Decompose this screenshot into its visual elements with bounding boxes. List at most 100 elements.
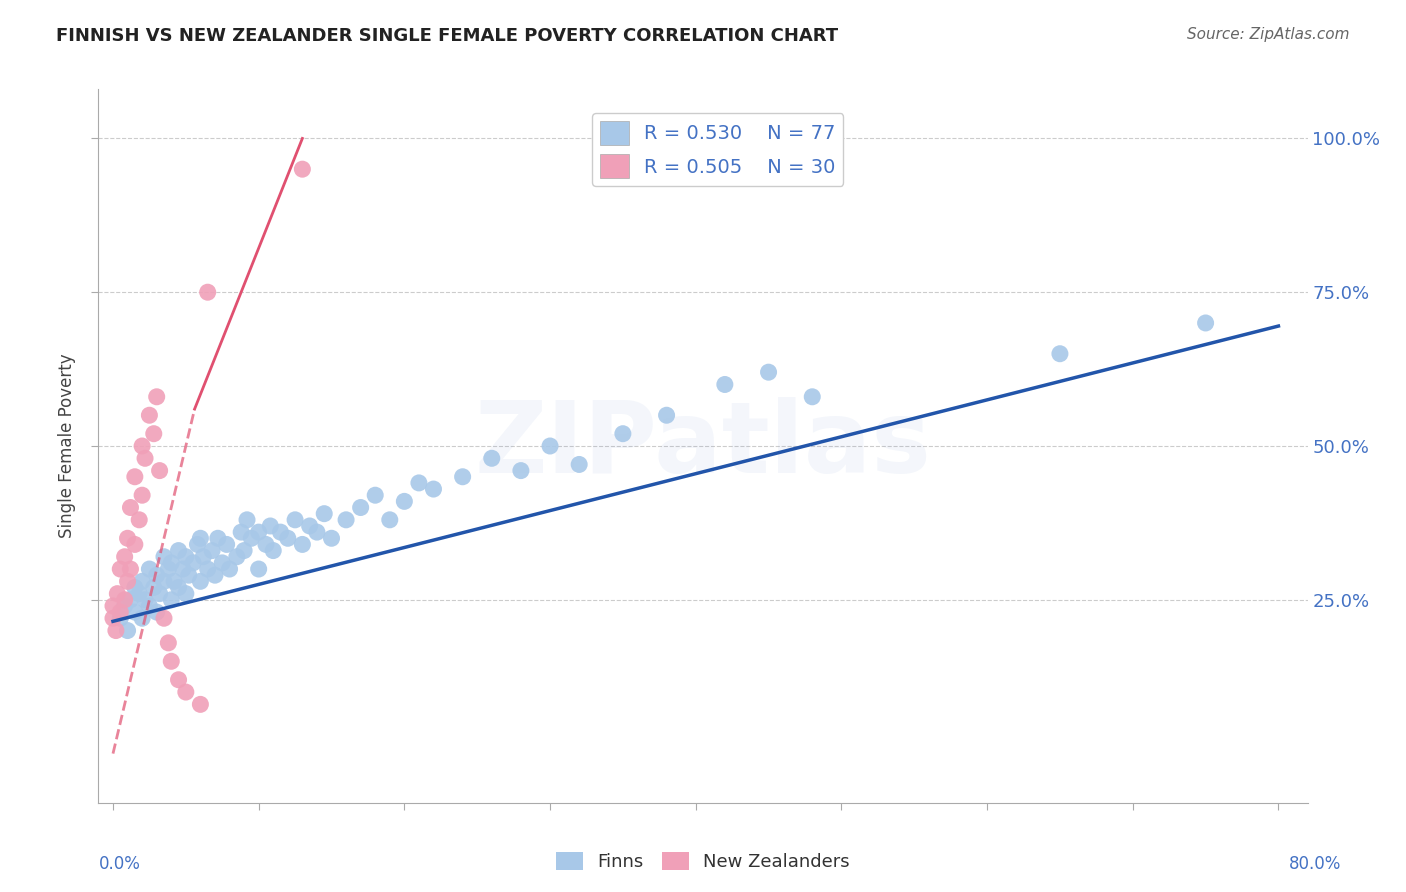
Point: [277, 531, 299, 545]
Point: [104, 624, 127, 638]
Point: [394, 494, 416, 508]
Point: [149, 464, 172, 478]
Point: [142, 426, 165, 441]
Point: [247, 562, 270, 576]
Point: [509, 464, 531, 478]
Point: [350, 500, 373, 515]
Point: [1049, 347, 1071, 361]
Point: [131, 439, 153, 453]
Text: Source: ZipAtlas.com: Source: ZipAtlas.com: [1187, 27, 1350, 42]
Point: [262, 543, 284, 558]
Point: [167, 673, 190, 687]
Point: [197, 562, 219, 576]
Point: [270, 525, 292, 540]
Point: [314, 507, 336, 521]
Point: [568, 458, 591, 472]
Point: [481, 451, 503, 466]
Point: [128, 513, 150, 527]
Point: [218, 562, 240, 576]
Point: [236, 513, 259, 527]
Point: [284, 513, 307, 527]
Point: [291, 162, 314, 177]
Point: [120, 500, 142, 515]
Point: [110, 562, 132, 576]
Point: [138, 599, 160, 613]
Point: [612, 426, 634, 441]
Point: [145, 390, 167, 404]
Point: [153, 611, 176, 625]
Point: [190, 574, 212, 589]
Point: [110, 611, 132, 625]
Point: [131, 611, 153, 625]
Point: [114, 549, 136, 564]
Point: [204, 568, 226, 582]
Point: [758, 365, 780, 379]
Point: [149, 587, 172, 601]
Point: [291, 537, 314, 551]
Point: [231, 525, 253, 540]
Point: [131, 488, 153, 502]
Point: [233, 543, 256, 558]
Point: [174, 587, 197, 601]
Legend: R = 0.530    N = 77, R = 0.505    N = 30: R = 0.530 N = 77, R = 0.505 N = 30: [592, 113, 844, 186]
Point: [186, 537, 208, 551]
Point: [160, 592, 183, 607]
Point: [207, 531, 229, 545]
Point: [422, 482, 444, 496]
Point: [110, 605, 132, 619]
Point: [157, 562, 180, 576]
Point: [190, 531, 212, 545]
Point: [124, 469, 146, 483]
Point: [117, 531, 139, 545]
Point: [124, 605, 146, 619]
Point: [181, 556, 204, 570]
Point: [225, 549, 247, 564]
Point: [167, 581, 190, 595]
Point: [160, 556, 183, 570]
Point: [124, 581, 146, 595]
Point: [240, 531, 263, 545]
Point: [117, 574, 139, 589]
Point: [105, 587, 128, 601]
Point: [451, 469, 474, 483]
Point: [174, 549, 197, 564]
Point: [211, 556, 233, 570]
Text: FINNISH VS NEW ZEALANDER SINGLE FEMALE POVERTY CORRELATION CHART: FINNISH VS NEW ZEALANDER SINGLE FEMALE P…: [56, 27, 838, 45]
Point: [101, 611, 124, 625]
Point: [145, 605, 167, 619]
Text: ZIPatlas: ZIPatlas: [475, 398, 931, 494]
Point: [259, 519, 281, 533]
Point: [160, 654, 183, 668]
Point: [177, 568, 200, 582]
Point: [201, 543, 224, 558]
Point: [801, 390, 824, 404]
Point: [172, 562, 194, 576]
Legend: Finns, New Zealanders: Finns, New Zealanders: [548, 845, 858, 879]
Point: [120, 562, 142, 576]
Point: [215, 537, 238, 551]
Point: [298, 519, 321, 533]
Point: [655, 409, 678, 423]
Point: [101, 599, 124, 613]
Point: [321, 531, 343, 545]
Point: [157, 636, 180, 650]
Point: [138, 562, 160, 576]
Point: [114, 599, 136, 613]
Point: [128, 587, 150, 601]
Text: 80.0%: 80.0%: [1288, 855, 1341, 872]
Point: [305, 525, 328, 540]
Point: [131, 574, 153, 589]
Point: [134, 451, 156, 466]
Point: [114, 592, 136, 607]
Point: [193, 549, 215, 564]
Point: [335, 513, 357, 527]
Point: [364, 488, 387, 502]
Point: [714, 377, 737, 392]
Y-axis label: Single Female Poverty: Single Female Poverty: [58, 354, 76, 538]
Point: [174, 685, 197, 699]
Point: [138, 409, 160, 423]
Point: [145, 568, 167, 582]
Text: 0.0%: 0.0%: [98, 855, 141, 872]
Point: [247, 525, 270, 540]
Point: [538, 439, 561, 453]
